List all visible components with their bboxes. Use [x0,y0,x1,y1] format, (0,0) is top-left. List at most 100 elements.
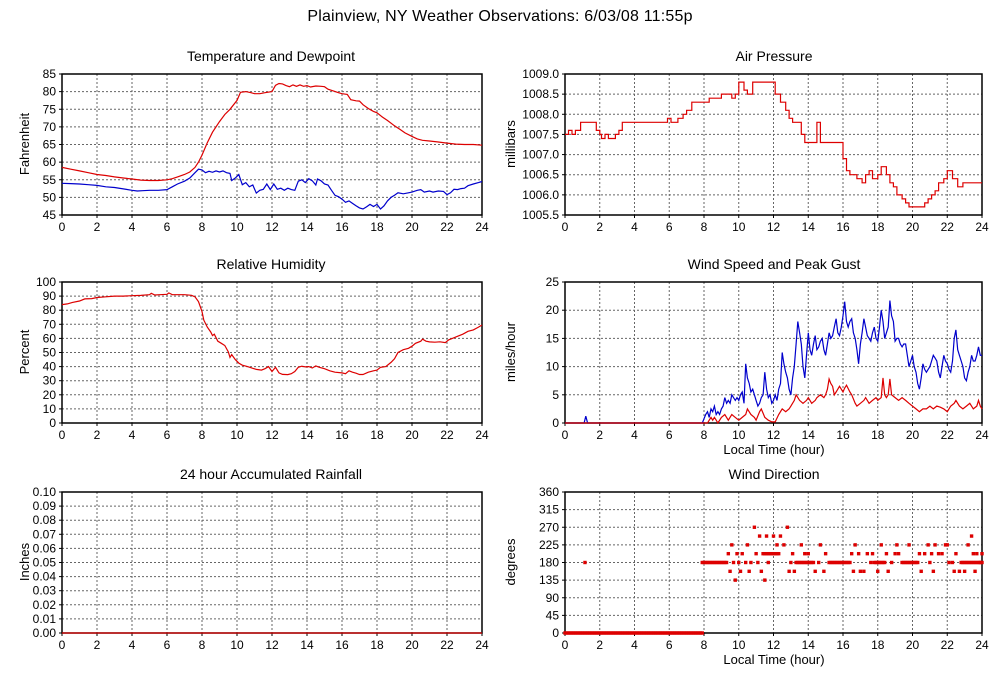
svg-text:20: 20 [405,428,419,442]
svg-text:180: 180 [539,556,559,570]
svg-text:0.07: 0.07 [33,527,57,541]
svg-text:18: 18 [370,638,384,652]
svg-text:0: 0 [59,428,66,442]
svg-text:10: 10 [43,402,57,416]
svg-text:8: 8 [199,220,206,234]
svg-text:70: 70 [43,120,57,134]
svg-text:22: 22 [440,220,454,234]
svg-text:225: 225 [539,538,559,552]
svg-text:2: 2 [94,428,101,442]
svg-text:270: 270 [539,520,559,534]
svg-text:360: 360 [539,486,559,499]
svg-text:20: 20 [405,638,419,652]
svg-text:20: 20 [43,388,57,402]
svg-text:0: 0 [552,626,559,640]
chart-title-wind-speed-peak-gust: Wind Speed and Peak Gust [687,256,861,272]
svg-text:75: 75 [43,102,57,116]
svg-text:14: 14 [802,638,816,652]
svg-text:18: 18 [370,428,384,442]
svg-text:20: 20 [546,303,560,317]
svg-text:1006.0: 1006.0 [522,188,559,202]
svg-text:8: 8 [701,428,708,442]
svg-text:50: 50 [43,190,57,204]
chart-title-wind-direction: Wind Direction [728,466,820,482]
svg-text:16: 16 [335,220,349,234]
svg-text:0: 0 [562,220,569,234]
chart-relative-humidity: Relative Humidity Percent 0 2 4 6 8 10 12 14 16 1… [0,250,500,458]
rainfall-24h-plot: 0 2 4 6 8 10 12 14 16 18 20 22 240.000.010.020.030.0… [33,486,489,652]
svg-text:5: 5 [552,388,559,402]
svg-text:45: 45 [43,208,57,222]
svg-text:55: 55 [43,173,57,187]
svg-text:20: 20 [906,638,920,652]
svg-text:0: 0 [562,428,569,442]
svg-text:135: 135 [539,573,559,587]
svg-text:16: 16 [836,220,850,234]
svg-text:70: 70 [43,317,57,331]
svg-text:12: 12 [265,638,279,652]
svg-text:2: 2 [94,220,101,234]
svg-text:1006.5: 1006.5 [522,168,559,182]
svg-text:4: 4 [129,428,136,442]
svg-text:22: 22 [941,638,955,652]
svg-text:10: 10 [732,638,746,652]
svg-text:14: 14 [300,220,314,234]
svg-text:6: 6 [164,220,171,234]
svg-text:16: 16 [335,428,349,442]
svg-text:25: 25 [546,276,560,289]
svg-text:10: 10 [732,428,746,442]
svg-text:22: 22 [941,220,955,234]
svg-text:4: 4 [631,220,638,234]
svg-text:1008.5: 1008.5 [522,87,559,101]
x-axis-label-local-time: Local Time (hour) [723,442,825,457]
svg-text:50: 50 [43,346,57,360]
svg-text:22: 22 [440,428,454,442]
svg-text:12: 12 [767,220,781,234]
svg-text:2: 2 [596,220,603,234]
svg-text:20: 20 [405,220,419,234]
svg-text:24: 24 [975,220,989,234]
page-title: Plainview, NY Weather Observations: 6/03… [307,8,693,25]
svg-text:16: 16 [836,428,850,442]
svg-text:1008.0: 1008.0 [522,107,559,121]
svg-text:0: 0 [59,220,66,234]
svg-text:24: 24 [975,428,989,442]
relative-humidity-plot: 0 2 4 6 8 10 12 14 16 18 20 22 240102030405060708090… [36,276,489,442]
svg-text:14: 14 [802,428,816,442]
svg-text:0.01: 0.01 [33,612,57,626]
svg-text:14: 14 [300,638,314,652]
svg-text:90: 90 [43,289,57,303]
svg-text:8: 8 [199,428,206,442]
svg-text:8: 8 [701,638,708,652]
svg-text:30: 30 [43,374,57,388]
svg-text:315: 315 [539,503,559,517]
svg-text:8: 8 [701,220,708,234]
svg-text:6: 6 [164,638,171,652]
svg-text:1007.5: 1007.5 [522,127,559,141]
x-axis-label-local-time-2: Local Time (hour) [723,652,825,667]
svg-text:65: 65 [43,138,57,152]
svg-text:22: 22 [440,638,454,652]
svg-text:2: 2 [596,428,603,442]
svg-text:24: 24 [475,220,489,234]
svg-text:0.02: 0.02 [33,598,57,612]
chart-title-air-pressure: Air Pressure [735,48,813,64]
svg-text:0: 0 [562,638,569,652]
svg-text:0.04: 0.04 [33,570,57,584]
svg-text:80: 80 [43,85,57,99]
chart-title-relative-humidity: Relative Humidity [216,256,326,272]
svg-text:4: 4 [129,220,136,234]
svg-text:0.00: 0.00 [33,626,57,640]
svg-text:18: 18 [871,428,885,442]
svg-text:100: 100 [36,276,56,289]
svg-text:18: 18 [370,220,384,234]
svg-text:10: 10 [230,220,244,234]
svg-text:85: 85 [43,68,57,81]
svg-text:80: 80 [43,303,57,317]
svg-text:22: 22 [941,428,955,442]
svg-text:10: 10 [230,638,244,652]
svg-text:6: 6 [666,428,673,442]
svg-text:18: 18 [871,638,885,652]
svg-text:45: 45 [546,608,560,622]
